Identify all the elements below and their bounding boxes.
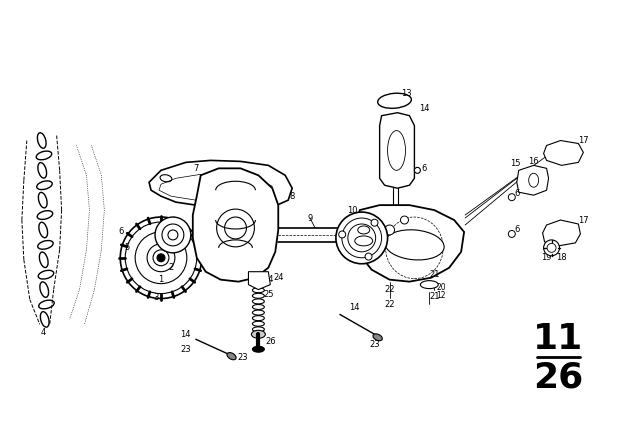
Ellipse shape	[385, 230, 444, 260]
Text: 12: 12	[384, 131, 395, 140]
Text: 15: 15	[511, 159, 521, 168]
Ellipse shape	[365, 253, 372, 260]
Ellipse shape	[508, 194, 515, 201]
Text: 17: 17	[578, 136, 589, 145]
Ellipse shape	[371, 219, 378, 226]
Text: 26: 26	[265, 337, 276, 346]
Ellipse shape	[252, 330, 266, 338]
Ellipse shape	[385, 225, 394, 235]
Text: 14: 14	[419, 104, 429, 113]
Ellipse shape	[252, 346, 264, 352]
Text: 14: 14	[349, 303, 360, 312]
Text: 1: 1	[158, 275, 164, 284]
Text: 23: 23	[237, 353, 248, 362]
Ellipse shape	[168, 230, 178, 240]
Ellipse shape	[543, 240, 559, 256]
Text: 23: 23	[180, 345, 191, 354]
Polygon shape	[516, 165, 548, 195]
Ellipse shape	[378, 93, 412, 108]
Polygon shape	[543, 141, 583, 165]
Ellipse shape	[420, 280, 438, 289]
Polygon shape	[543, 220, 580, 246]
Ellipse shape	[355, 236, 372, 246]
Text: 6: 6	[118, 228, 124, 237]
Text: 17: 17	[578, 215, 589, 224]
Text: 5: 5	[125, 243, 130, 252]
Text: 14: 14	[180, 330, 191, 339]
Ellipse shape	[120, 217, 202, 298]
Text: 26: 26	[533, 360, 584, 394]
Text: 19: 19	[541, 253, 552, 262]
Polygon shape	[149, 160, 292, 210]
Ellipse shape	[373, 334, 382, 341]
Polygon shape	[248, 271, 270, 289]
Text: 4: 4	[41, 328, 46, 337]
Text: 22: 22	[384, 285, 395, 294]
Text: 23: 23	[369, 340, 380, 349]
Text: 24: 24	[273, 273, 284, 282]
Text: 18: 18	[556, 253, 567, 262]
Text: 24: 24	[263, 275, 273, 284]
Ellipse shape	[147, 244, 175, 271]
Ellipse shape	[227, 353, 236, 360]
Text: 12: 12	[436, 291, 446, 300]
Ellipse shape	[508, 230, 515, 237]
Text: 21: 21	[429, 292, 440, 301]
Text: 16: 16	[529, 157, 539, 166]
Ellipse shape	[157, 254, 165, 262]
Ellipse shape	[529, 173, 539, 187]
Polygon shape	[355, 205, 464, 282]
Text: 11: 11	[384, 144, 395, 153]
Ellipse shape	[155, 217, 191, 253]
Polygon shape	[278, 228, 355, 242]
Text: 8: 8	[289, 192, 295, 201]
Text: 6: 6	[422, 164, 427, 173]
Ellipse shape	[339, 231, 346, 238]
Text: 21: 21	[429, 270, 440, 279]
Text: 13: 13	[401, 89, 412, 98]
Ellipse shape	[358, 226, 370, 234]
Text: 3: 3	[154, 293, 159, 302]
Polygon shape	[380, 113, 415, 188]
Text: 20: 20	[436, 283, 446, 292]
Text: 2: 2	[168, 263, 173, 272]
Ellipse shape	[336, 212, 388, 264]
Text: 11: 11	[533, 322, 584, 356]
Text: 10: 10	[348, 206, 358, 215]
Ellipse shape	[401, 216, 408, 224]
Ellipse shape	[415, 168, 420, 173]
Polygon shape	[193, 168, 278, 282]
Text: 7: 7	[193, 164, 198, 173]
Text: 6: 6	[514, 225, 520, 234]
Text: 22: 22	[384, 300, 395, 309]
Text: 25: 25	[263, 290, 273, 299]
Text: 9: 9	[307, 214, 313, 223]
Text: 6: 6	[514, 189, 520, 198]
